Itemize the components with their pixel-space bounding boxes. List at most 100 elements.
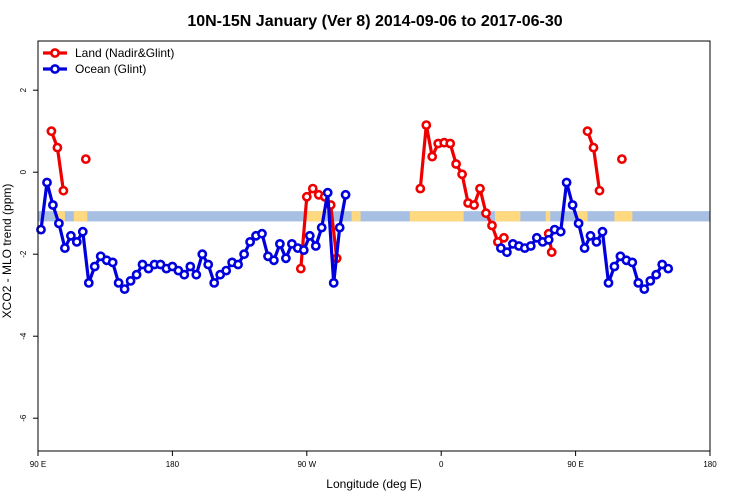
series-0-point-0-1 xyxy=(52,142,63,153)
series-1-point-0-28 xyxy=(203,259,214,270)
series-1-point-0-25 xyxy=(185,261,196,272)
land-fraction-region-0 xyxy=(55,211,65,222)
legend: Land (Nadir&Glint) Ocean (Glint) xyxy=(43,46,174,76)
series-0-point-2-2 xyxy=(307,183,318,194)
series-1-point-0-46 xyxy=(310,241,321,251)
plot-frame xyxy=(37,40,711,452)
chart-title: 10N-15N January (Ver 8) 2014-09-06 to 20… xyxy=(187,13,562,30)
series-0-point-2-1 xyxy=(301,191,312,202)
series-1-point-0-50 xyxy=(334,222,345,233)
series-0-point-3-9 xyxy=(469,200,479,210)
land-fraction-region-5 xyxy=(494,211,521,222)
series-1-point-1-15 xyxy=(585,230,596,241)
plot-area xyxy=(36,120,710,294)
series-0-point-4-1 xyxy=(546,247,557,258)
x-axis: 90 E 180 90 W 0 90 E 180 xyxy=(30,451,717,469)
series-1-point-0-35 xyxy=(245,236,255,247)
series-1-point-0-9 xyxy=(89,261,100,272)
series-0-point-5-1 xyxy=(588,142,599,153)
reference-band xyxy=(38,211,710,222)
series-1-point-0-48 xyxy=(322,187,333,198)
series-1-point-0-3 xyxy=(54,218,64,229)
series-1-point-1-22 xyxy=(627,257,638,268)
y-tick-label-2: -2 xyxy=(19,250,28,258)
series-1-point-0-12 xyxy=(107,257,118,268)
series-1-point-0-0 xyxy=(36,224,46,235)
series-1-point-1-23 xyxy=(633,277,644,288)
series-0-point-3-10 xyxy=(475,183,485,194)
series-1-point-0-26 xyxy=(191,269,202,280)
series-1-point-0-51 xyxy=(340,189,351,200)
series-1 xyxy=(36,177,674,294)
land-fraction-region-4 xyxy=(409,211,464,222)
series-0-point-3-0 xyxy=(415,183,426,194)
land-fraction-region-8 xyxy=(614,211,633,222)
series-0-point-3-5 xyxy=(445,138,456,149)
series-1-point-0-37 xyxy=(257,228,267,239)
series-1-point-1-25 xyxy=(645,275,656,286)
series-0-point-3-6 xyxy=(451,159,461,169)
series-1-point-1-19 xyxy=(609,261,620,272)
y-axis-label: XCO2 - MLO trend (ppm) xyxy=(0,184,14,319)
series-1-point-1-24 xyxy=(639,284,650,294)
series-1-point-0-44 xyxy=(298,245,309,255)
series-1-line-1 xyxy=(499,180,670,291)
series-1-point-1-26 xyxy=(651,269,662,280)
y-tick-label-1: 0 xyxy=(19,169,28,174)
series-1-point-1-11 xyxy=(561,177,572,188)
series-0-point-5-2 xyxy=(594,185,605,196)
series-0-point-3-1 xyxy=(421,120,432,130)
series-1-point-0-14 xyxy=(119,284,130,294)
series-0-point-1-0 xyxy=(80,154,91,164)
series-0-line-5 xyxy=(585,130,602,191)
x-tick-label-3: 0 xyxy=(439,460,444,469)
series-1-point-0-16 xyxy=(131,269,142,280)
series-0-point-3-11 xyxy=(481,208,491,219)
series-0-point-5-0 xyxy=(582,126,593,137)
y-tick-label-0: 2 xyxy=(19,87,28,92)
legend-marker-1 xyxy=(50,64,60,74)
land-fraction-region-6 xyxy=(545,211,551,222)
series-1-point-0-1 xyxy=(42,177,52,188)
legend-label-1: Ocean (Glint) xyxy=(75,62,146,76)
x-tick-label-5: 180 xyxy=(703,460,717,469)
x-tick-label-2: 90 W xyxy=(297,460,316,469)
series-0-point-0-2 xyxy=(58,185,69,196)
series-0-point-0-0 xyxy=(46,126,57,137)
legend-label-0: Land (Nadir&Glint) xyxy=(75,46,174,60)
series-1-point-1-1 xyxy=(501,247,512,258)
series-1-point-0-39 xyxy=(268,255,279,266)
series-1-point-0-6 xyxy=(71,236,82,247)
series-1-point-0-8 xyxy=(83,277,94,288)
series-1-point-0-4 xyxy=(60,243,70,253)
series-1-point-0-31 xyxy=(221,265,232,276)
series-0-point-3-2 xyxy=(427,151,438,162)
series-1-point-1-18 xyxy=(603,277,614,288)
series-1-point-0-5 xyxy=(66,230,76,241)
x-axis-label: Longitude (deg E) xyxy=(326,477,421,491)
series-0-point-3-14 xyxy=(498,232,509,243)
series-1-point-1-28 xyxy=(663,263,674,274)
series-1-point-0-49 xyxy=(328,277,339,288)
series-1-point-1-17 xyxy=(597,226,608,237)
series-1-point-1-16 xyxy=(591,236,602,247)
series-1-point-0-24 xyxy=(179,269,190,280)
series-1-point-0-2 xyxy=(48,200,58,210)
series-0-point-6-0 xyxy=(617,154,627,164)
series-1-point-1-12 xyxy=(567,200,578,210)
land-fraction-region-1 xyxy=(73,211,88,222)
x-tick-label-0: 90 E xyxy=(30,460,46,469)
legend-marker-0 xyxy=(50,48,60,58)
series-1-point-0-34 xyxy=(239,249,249,260)
series-0-point-3-12 xyxy=(487,220,497,231)
series-1-point-0-40 xyxy=(274,238,285,249)
land-fraction-region-7 xyxy=(577,211,588,222)
series-1-point-1-10 xyxy=(555,226,566,237)
series-1-point-0-29 xyxy=(209,277,220,288)
series-1-point-0-27 xyxy=(197,249,208,260)
land-fraction-region-3 xyxy=(351,211,361,222)
x-tick-label-4: 90 E xyxy=(567,460,583,469)
y-tick-label-4: -6 xyxy=(19,414,28,422)
series-1-point-0-45 xyxy=(304,230,315,241)
